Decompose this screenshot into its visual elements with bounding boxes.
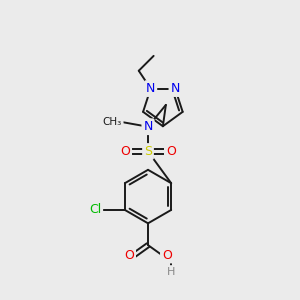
Text: O: O xyxy=(120,145,130,158)
Text: N: N xyxy=(170,82,180,95)
Text: O: O xyxy=(162,248,172,262)
Text: Cl: Cl xyxy=(89,203,101,216)
Text: H: H xyxy=(167,267,175,277)
Text: N: N xyxy=(143,120,153,133)
Text: O: O xyxy=(124,248,134,262)
Text: CH₃: CH₃ xyxy=(103,117,122,127)
Text: O: O xyxy=(166,145,176,158)
Text: S: S xyxy=(144,145,152,158)
Text: N: N xyxy=(146,82,155,95)
